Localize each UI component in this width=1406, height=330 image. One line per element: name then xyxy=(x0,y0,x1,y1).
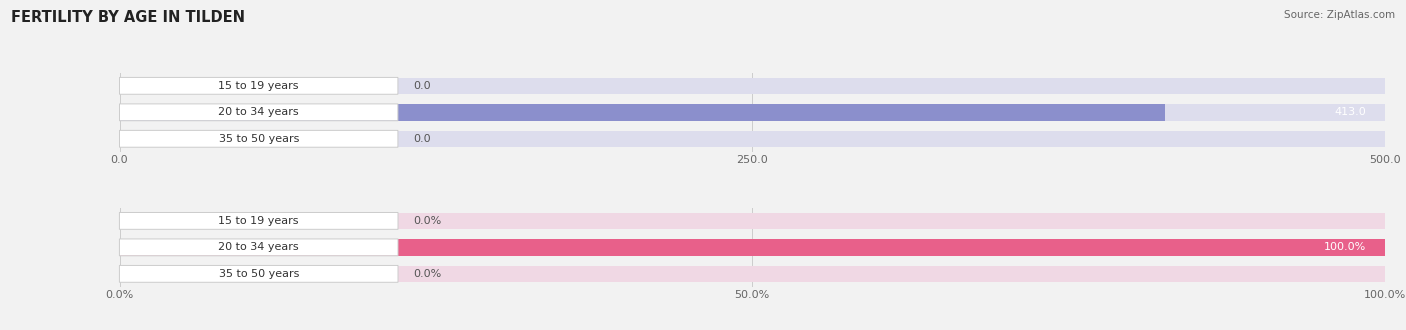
Text: Source: ZipAtlas.com: Source: ZipAtlas.com xyxy=(1284,10,1395,20)
Text: 35 to 50 years: 35 to 50 years xyxy=(218,134,299,144)
Bar xyxy=(120,131,1385,147)
FancyBboxPatch shape xyxy=(120,265,398,282)
FancyBboxPatch shape xyxy=(120,213,398,229)
Text: 35 to 50 years: 35 to 50 years xyxy=(218,269,299,279)
Bar xyxy=(120,239,1385,256)
Text: 0.0: 0.0 xyxy=(413,134,430,144)
Text: 20 to 34 years: 20 to 34 years xyxy=(218,107,299,117)
Bar xyxy=(120,213,1385,229)
Text: FERTILITY BY AGE IN TILDEN: FERTILITY BY AGE IN TILDEN xyxy=(11,10,245,25)
Text: 0.0%: 0.0% xyxy=(413,216,441,226)
Bar xyxy=(120,239,1385,256)
Text: 0.0: 0.0 xyxy=(413,81,430,91)
Text: 100.0%: 100.0% xyxy=(1323,242,1367,252)
Text: 15 to 19 years: 15 to 19 years xyxy=(218,81,299,91)
Bar xyxy=(120,104,1164,120)
Text: 20 to 34 years: 20 to 34 years xyxy=(218,242,299,252)
FancyBboxPatch shape xyxy=(120,239,398,256)
FancyBboxPatch shape xyxy=(120,130,398,147)
FancyBboxPatch shape xyxy=(120,78,398,94)
Bar xyxy=(120,78,1385,94)
Bar xyxy=(120,266,1385,282)
Text: 0.0%: 0.0% xyxy=(413,269,441,279)
FancyBboxPatch shape xyxy=(120,104,398,121)
Text: 413.0: 413.0 xyxy=(1334,107,1367,117)
Bar xyxy=(120,104,1385,120)
Text: 15 to 19 years: 15 to 19 years xyxy=(218,216,299,226)
